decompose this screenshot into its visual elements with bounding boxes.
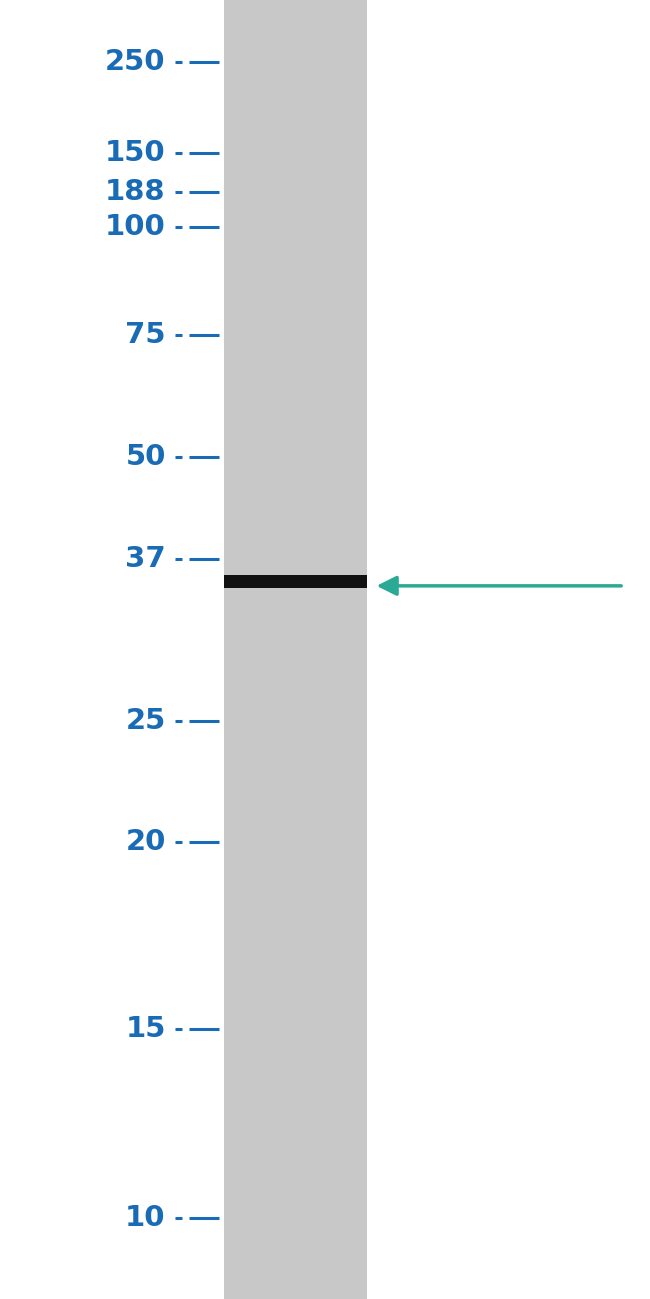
Text: 37: 37 xyxy=(125,544,166,573)
Text: 10: 10 xyxy=(125,1204,166,1233)
Text: 50: 50 xyxy=(125,443,166,472)
Bar xyxy=(224,575,367,588)
Text: 25: 25 xyxy=(125,707,166,735)
Text: 150: 150 xyxy=(105,139,166,168)
Bar xyxy=(224,0,367,1299)
Text: 188: 188 xyxy=(105,178,166,207)
Text: 20: 20 xyxy=(125,827,166,856)
Text: 15: 15 xyxy=(125,1015,166,1043)
Text: 250: 250 xyxy=(105,48,166,77)
Text: 100: 100 xyxy=(105,213,166,242)
Text: 75: 75 xyxy=(125,321,166,349)
